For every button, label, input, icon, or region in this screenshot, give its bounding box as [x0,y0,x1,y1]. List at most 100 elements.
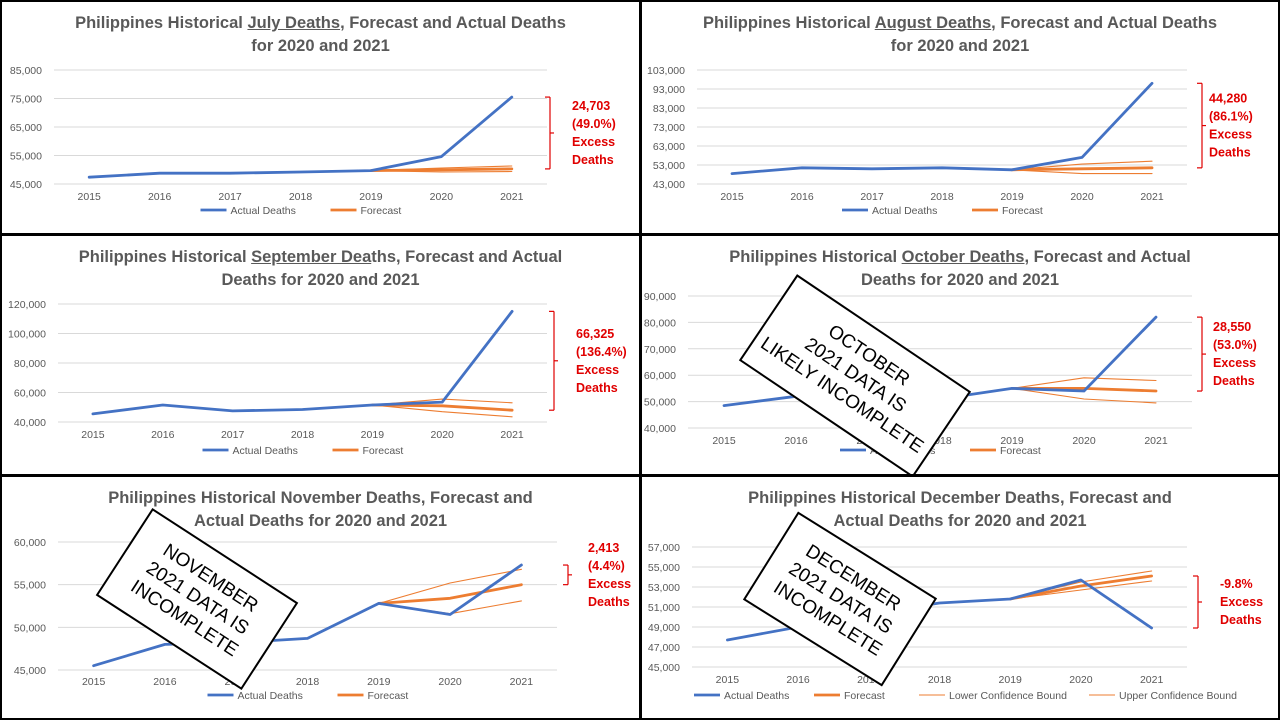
series-line-upper-confidence-bound [1011,377,1157,389]
excess-deaths-annotation: Excess [1220,595,1263,609]
y-tick-label: 53,000 [648,582,680,594]
x-tick-label: 2017 [221,429,245,441]
november-panel: Philippines Historical November Deaths, … [2,477,639,718]
excess-deaths-annotation: Excess [572,135,615,149]
x-tick-label: 2015 [712,435,736,447]
chart-title: Philippines Historical September Deaths,… [2,246,639,292]
august-chart: 43,000 53,000 63,000 73,000 83,000 93,000 103,… [647,65,1253,217]
series-line-actual-deaths [91,310,514,416]
excess-deaths-annotation: Deaths [1209,146,1251,160]
legend-label: Lower Confidence Bound [949,690,1067,702]
x-tick-label: 2019 [999,674,1023,686]
series-line-actual-deaths [87,95,514,179]
legend-label: Forecast [368,690,409,702]
y-tick-label: 80,000 [644,317,676,329]
y-tick-label: 80,000 [14,358,46,370]
x-tick-label: 2016 [153,676,177,688]
chart-title: Philippines Historical November Deaths, … [2,487,639,533]
series-line-actual-deaths [730,81,1154,176]
october-panel: Philippines Historical October Deaths, F… [642,236,1278,474]
title-part: Philippines Historical [702,14,875,32]
title-part: Philippines Historical November Deaths, … [108,489,533,530]
x-tick-label: 2021 [1144,435,1168,447]
x-tick-label: 2017 [860,191,884,203]
y-tick-label: 45,000 [648,662,680,674]
december-panel: Philippines Historical December Deaths, … [642,477,1278,718]
y-tick-label: 60,000 [14,537,46,549]
excess-deaths-annotation: 2,413 [588,541,619,555]
legend-label: Forecast [361,205,402,217]
legend-label: Forecast [1000,445,1041,457]
y-tick-label: 49,000 [648,622,680,634]
title-part: Philippines Historical [78,248,252,266]
x-tick-label: 2018 [930,191,954,203]
july-chart: 45,000 55,000 65,000 75,000 85,000 2015 2016 20… [10,65,616,217]
y-tick-label: 57,000 [648,542,680,554]
excess-deaths-annotation: Excess [1213,356,1256,370]
y-tick-label: 50,000 [644,397,676,409]
excess-deaths-annotation: 28,550 [1213,320,1251,334]
y-tick-label: 85,000 [10,65,42,77]
x-tick-label: 2015 [78,191,102,203]
december-chart: 45,000 47,000 49,000 51,000 53,000 55,000 57,0… [648,542,1263,702]
x-tick-label: 2021 [510,676,534,688]
title-part-underlined: October Deaths [901,248,1025,266]
excess-deaths-annotation: Excess [1209,128,1252,142]
y-tick-label: 43,000 [653,179,685,191]
title-part: , Forecast and Actual Deaths for 2020 an… [890,14,1218,55]
legend-label: Forecast [1002,205,1043,217]
y-tick-label: 50,000 [14,622,46,634]
x-tick-label: 2019 [1000,191,1024,203]
x-tick-label: 2015 [720,191,744,203]
excess-deaths-annotation: 44,280 [1209,92,1247,106]
series-line-lower-confidence-bound [1011,169,1153,175]
x-tick-label: 2015 [82,676,106,688]
excess-deaths-annotation: 66,325 [576,327,614,341]
title-part: Philippines Historical [75,14,248,32]
y-tick-label: 60,000 [14,388,46,400]
x-tick-label: 2016 [786,674,810,686]
y-tick-label: 63,000 [653,141,685,153]
legend-label: Actual Deaths [233,445,298,457]
y-tick-label: 55,000 [648,562,680,574]
y-tick-label: 90,000 [644,291,676,303]
september-panel: Philippines Historical September Deaths,… [2,236,639,474]
y-tick-label: 100,000 [8,329,46,341]
october-chart: 40,000 50,000 60,000 70,000 80,000 90,000 2015… [644,291,1257,457]
x-tick-label: 2015 [81,429,105,441]
legend-label: Actual Deaths [724,690,789,702]
excess-deaths-annotation: Deaths [576,381,618,395]
x-tick-label: 2016 [148,191,172,203]
x-tick-label: 2020 [431,429,455,441]
legend-label: Upper Confidence Bound [1119,690,1237,702]
title-part: ths, Forecast and Actual Deaths for 2020… [221,248,563,289]
excess-deaths-annotation: Deaths [1220,613,1262,627]
title-part-underlined: August Deaths [874,14,992,32]
x-tick-label: 2015 [716,674,740,686]
excess-deaths-annotation: (4.4%) [588,559,625,573]
excess-deaths-annotation: (49.0%) [572,117,616,131]
x-tick-label: 2020 [1069,674,1093,686]
november-chart: 45,00050,00055,00060,0002015201620172018… [14,537,631,702]
series-line-forecast [369,167,514,173]
series-line-forecast [377,583,523,605]
july-panel: Philippines Historical July Deaths, Fore… [2,2,639,233]
x-tick-label: 2020 [1072,435,1096,447]
y-tick-label: 53,000 [653,160,685,172]
y-tick-label: 103,000 [647,65,685,77]
september-chart: 40,000 60,000 80,000 100,000 120,000 2015 2016… [8,299,627,457]
x-tick-label: 2018 [928,674,952,686]
legend-label: Forecast [363,445,404,457]
title-part-underlined: July Deaths [247,14,341,32]
x-tick-label: 2018 [296,676,320,688]
x-tick-label: 2021 [1140,191,1164,203]
legend-label: Actual Deaths [872,205,937,217]
series-line-actual-deaths [92,563,523,668]
series-line-lower-confidence-bound [371,404,513,418]
excess-deaths-annotation: Deaths [572,153,614,167]
y-tick-label: 93,000 [653,84,685,96]
excess-deaths-annotation: (136.4%) [576,345,627,359]
legend-label: Actual Deaths [238,690,303,702]
legend-label: Actual Deaths [231,205,296,217]
